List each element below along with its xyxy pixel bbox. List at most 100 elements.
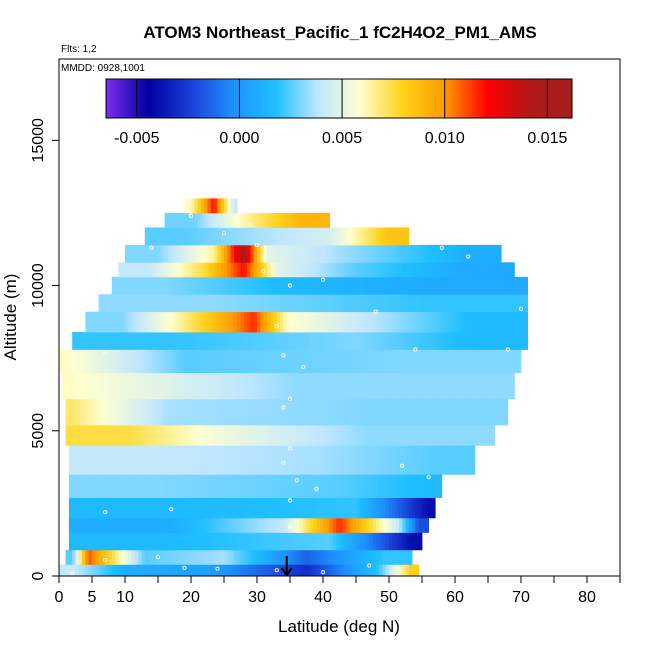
heatmap-cell [468, 349, 472, 374]
heatmap-cell [194, 474, 198, 498]
heatmap-cell [250, 212, 255, 228]
heatmap-cell [379, 497, 383, 519]
heatmap-cell [253, 532, 258, 551]
heatmap-cell [365, 564, 370, 576]
heatmap-cell [184, 294, 189, 313]
heatmap-cell [352, 564, 357, 576]
heatmap-cell [260, 517, 264, 533]
heatmap-cell [128, 398, 132, 426]
heatmap-cell [276, 349, 281, 374]
heatmap-cell [266, 424, 271, 446]
heatmap-cell [108, 424, 113, 446]
heatmap-cell [111, 564, 116, 576]
heatmap-cell [148, 227, 152, 246]
heatmap-cell [474, 262, 479, 278]
heatmap-cell [224, 244, 228, 263]
heatmap-cell [339, 311, 344, 333]
heatmap-cell [270, 244, 274, 263]
heatmap-cell [484, 332, 489, 350]
heatmap-cell [323, 445, 327, 475]
heatmap-cell [92, 564, 96, 576]
heatmap-cell [233, 424, 238, 446]
y-tick-label: 0 [30, 571, 47, 580]
heatmap-cell [98, 372, 103, 400]
heatmap-cell [177, 474, 182, 498]
heatmap-cell [273, 517, 278, 533]
heatmap-cell [194, 445, 198, 475]
heatmap-cell [111, 372, 116, 400]
heatmap-cell [431, 311, 436, 333]
heatmap-cell [504, 372, 509, 400]
heatmap-cell [455, 244, 459, 263]
heatmap-cell [392, 474, 396, 498]
heatmap-cell [250, 332, 255, 350]
heatmap-cell [392, 332, 396, 350]
heatmap-cell [468, 424, 472, 446]
x-tick-label: 80 [578, 589, 596, 606]
heatmap-cell [273, 262, 278, 278]
heatmap-cell [286, 474, 291, 498]
heatmap-cell [296, 332, 301, 350]
heatmap-cell [418, 445, 423, 475]
heatmap-cell [395, 311, 400, 333]
heatmap-cell [488, 276, 492, 295]
heatmap-cell [187, 244, 192, 263]
heatmap-cell [148, 564, 152, 576]
heatmap-cell [144, 332, 149, 350]
heatmap-cell [362, 549, 367, 565]
heatmap-cell [349, 497, 354, 519]
heatmap-cell [385, 398, 390, 426]
heatmap-cell [88, 517, 93, 533]
heatmap-cell [111, 311, 116, 333]
heatmap-cell [174, 212, 179, 228]
heatmap-cell [210, 311, 215, 333]
heatmap-cell [266, 517, 271, 533]
heatmap-cell [303, 517, 307, 533]
heatmap-cell [296, 227, 301, 246]
heatmap-cell [319, 424, 324, 446]
heatmap-cell [217, 474, 222, 498]
heatmap-cell [200, 262, 205, 278]
heatmap-cell [217, 497, 222, 519]
heatmap-cell [158, 564, 162, 576]
heatmap-cell [144, 227, 149, 246]
heatmap-cell [237, 332, 241, 350]
heatmap-cell [197, 497, 202, 519]
heatmap-cell [177, 244, 182, 263]
heatmap-cell [458, 398, 462, 426]
heatmap-cell [323, 262, 327, 278]
heatmap-cell [270, 517, 274, 533]
heatmap-cell [389, 424, 393, 446]
heatmap-cell [369, 372, 373, 400]
heatmap-cell [121, 372, 126, 400]
heatmap-cell [92, 445, 96, 475]
heatmap-cell [187, 445, 192, 475]
heatmap-cell [233, 244, 238, 263]
heatmap-cell [336, 276, 340, 295]
sample-point [287, 524, 293, 529]
heatmap-cell [75, 349, 80, 374]
heatmap-cell [158, 424, 162, 446]
heatmap-cell [438, 332, 443, 350]
heatmap-cell [138, 445, 142, 475]
heatmap-cell [158, 474, 162, 498]
heatmap-cell [402, 497, 406, 519]
heatmap-cell [290, 262, 294, 278]
heatmap-cell [507, 349, 512, 374]
heatmap-cell [352, 332, 357, 350]
heatmap-cell [491, 398, 495, 426]
heatmap-cell [455, 311, 459, 333]
heatmap-cell [270, 474, 274, 498]
heatmap-cell [270, 311, 274, 333]
heatmap-cell [184, 398, 189, 426]
heatmap-cell [210, 564, 215, 576]
heatmap-cell [299, 517, 304, 533]
heatmap-cell [385, 262, 390, 278]
heatmap-cell [167, 349, 172, 374]
heatmap-cell [372, 517, 377, 533]
heatmap-cell [194, 198, 198, 214]
heatmap-cell [243, 244, 248, 263]
heatmap-cell [184, 474, 189, 498]
heatmap-cell [296, 276, 301, 295]
heatmap-cell [293, 564, 297, 576]
